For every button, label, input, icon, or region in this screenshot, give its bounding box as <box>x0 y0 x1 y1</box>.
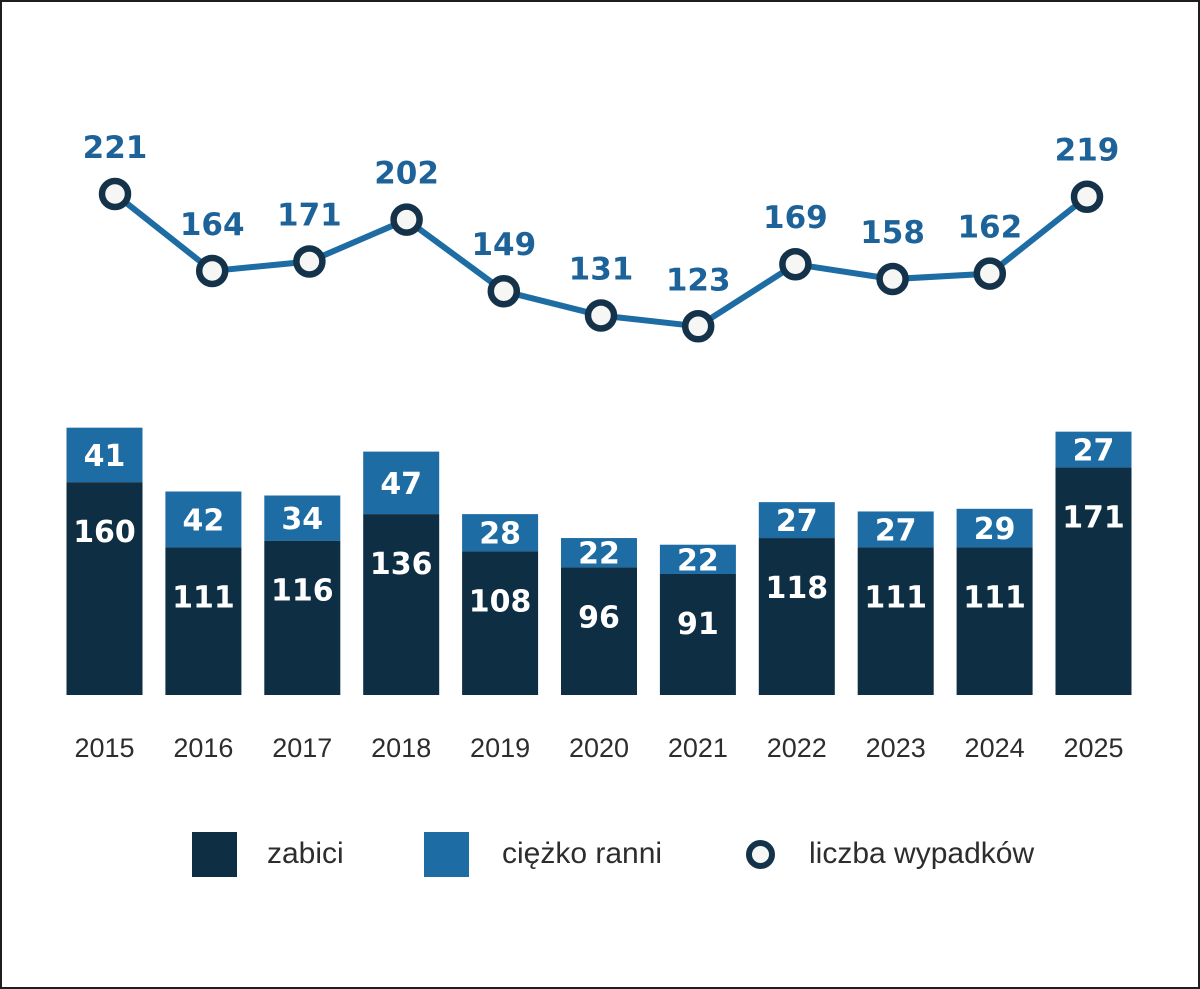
bar-segment-ciezko-ranni <box>956 508 1033 548</box>
data-point-marker <box>876 262 909 296</box>
bar-segment-ciezko-ranni <box>165 491 242 548</box>
year-axis-label: 2023 <box>866 733 926 763</box>
line-value-label: 221 <box>83 130 148 166</box>
line-value-label: 162 <box>957 210 1022 246</box>
line-value-label: 158 <box>860 215 925 251</box>
legend-label-ciezko-ranni: ciężko ranni <box>502 837 663 870</box>
legend-item-liczba-wypadkow: liczba wypadków <box>746 830 1034 878</box>
year-axis-label: 2019 <box>470 733 530 763</box>
bar-segment-zabici <box>758 538 835 695</box>
legend-item-zabici: zabici <box>192 830 344 878</box>
bar-segment-ciezko-ranni <box>1055 431 1132 468</box>
bar-value-label-zabici: 111 <box>864 580 927 615</box>
data-point-marker <box>293 245 326 278</box>
bar-segment-ciezko-ranni <box>561 538 637 568</box>
year-axis-label: 2025 <box>1063 733 1123 763</box>
circle-marker-icon <box>746 839 775 869</box>
bar-segment-ciezko-ranni <box>66 427 143 483</box>
bar-value-label-zabici: 160 <box>73 515 136 550</box>
bar-segment-ciezko-ranni <box>462 514 539 552</box>
bar-value-label-ciezko-ranni: 29 <box>974 512 1016 547</box>
bar-value-label-ciezko-ranni: 22 <box>677 543 719 578</box>
bar-segment-ciezko-ranni <box>758 502 835 539</box>
year-axis-label: 2021 <box>668 733 728 763</box>
year-axis-label: 2024 <box>965 733 1025 763</box>
bar-segment-zabici <box>363 514 440 695</box>
year-axis-label: 2020 <box>569 733 629 763</box>
bar-value-label-ciezko-ranni: 27 <box>875 513 917 548</box>
bar-segment-zabici <box>857 547 934 695</box>
year-axis-label: 2016 <box>173 733 233 763</box>
legend-swatch-zabici <box>192 831 237 877</box>
bar-segment-ciezko-ranni <box>264 495 341 541</box>
bar-value-label-ciezko-ranni: 28 <box>479 517 521 552</box>
bar-value-label-zabici: 136 <box>370 547 433 582</box>
bar-segment-zabici <box>659 573 736 695</box>
bar-segment-ciezko-ranni <box>857 511 934 548</box>
bar-value-label-zabici: 116 <box>271 574 334 609</box>
legend-label-zabici: zabici <box>267 837 344 870</box>
year-axis-label: 2022 <box>767 733 827 763</box>
data-point-marker <box>195 254 229 288</box>
bar-segment-zabici <box>1055 467 1132 695</box>
bar-value-label-ciezko-ranni: 22 <box>578 537 620 572</box>
legend-label-liczba-wypadkow: liczba wypadków <box>809 837 1035 870</box>
bar-value-label-ciezko-ranni: 47 <box>380 467 422 502</box>
chart-legend: zabici ciężko ranni liczba wypadków <box>2 830 1198 880</box>
line-value-label: 202 <box>374 156 439 192</box>
data-point-marker <box>681 310 715 343</box>
bar-value-label-zabici: 91 <box>677 607 719 642</box>
bar-segment-zabici <box>956 547 1033 695</box>
line-value-label: 149 <box>471 227 536 263</box>
bar-segment-ciezko-ranni <box>659 544 736 574</box>
line-value-label: 131 <box>569 252 634 288</box>
bar-value-label-ciezko-ranni: 34 <box>281 502 323 537</box>
line-value-label: 164 <box>180 207 245 243</box>
year-axis-label: 2018 <box>371 733 431 763</box>
accidents-chart: 221 164 171 202 149 131 123 169 158 162 219 41 160 20… <box>66 127 1132 763</box>
data-point-marker <box>779 247 812 281</box>
data-point-marker <box>487 274 521 308</box>
year-axis-label: 2017 <box>272 733 332 763</box>
bar-value-label-zabici: 111 <box>172 580 235 615</box>
bar-value-label-ciezko-ranni: 27 <box>776 504 818 539</box>
line-value-label: 123 <box>666 262 731 298</box>
bar-segment-ciezko-ranni <box>363 451 440 515</box>
bar-value-label-ciezko-ranni: 41 <box>84 439 126 474</box>
legend-swatch-ciezko-ranni <box>424 831 469 877</box>
bar-segment-zabici <box>165 547 242 695</box>
bar-value-label-ciezko-ranni: 42 <box>183 503 225 538</box>
year-axis-label: 2015 <box>74 733 134 763</box>
bar-value-label-zabici: 118 <box>765 571 828 606</box>
bar-value-label-zabici: 111 <box>963 580 1026 615</box>
data-point-marker <box>584 299 618 332</box>
bar-segment-zabici <box>264 540 341 695</box>
legend-item-ciezko-ranni: ciężko ranni <box>424 830 662 878</box>
line-value-label: 219 <box>1055 133 1120 169</box>
bar-value-label-zabici: 96 <box>578 600 620 635</box>
bar-segment-zabici <box>462 551 539 695</box>
data-point-marker <box>973 257 1007 290</box>
bar-segment-zabici <box>561 567 637 695</box>
bar-value-label-ciezko-ranni: 27 <box>1073 434 1115 469</box>
data-point-marker <box>390 203 423 236</box>
line-value-label: 171 <box>277 198 342 234</box>
bar-value-label-zabici: 171 <box>1062 501 1125 536</box>
bar-segment-zabici <box>66 482 143 695</box>
line-value-label: 169 <box>763 200 828 236</box>
bar-value-label-zabici: 108 <box>469 584 532 619</box>
data-point-marker <box>1070 180 1104 213</box>
data-point-marker <box>98 177 132 211</box>
